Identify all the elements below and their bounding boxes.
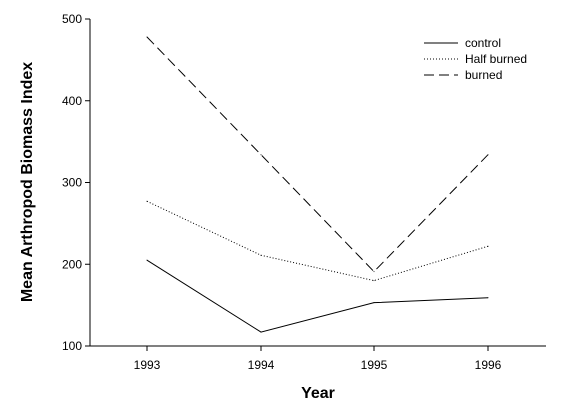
data-point	[487, 245, 489, 247]
legend-label: control	[465, 36, 501, 50]
data-point	[260, 154, 262, 156]
x-tick-label: 1994	[248, 358, 275, 372]
y-tick-label: 200	[62, 257, 82, 271]
data-point	[260, 254, 262, 256]
data-point	[487, 297, 489, 299]
x-tick-label: 1995	[361, 358, 388, 372]
legend-label: Half burned	[465, 52, 527, 66]
data-point	[373, 302, 375, 304]
x-axis-title: Year	[301, 385, 335, 402]
x-tick-label: 1993	[134, 358, 161, 372]
data-point	[373, 280, 375, 282]
y-tick-label: 400	[62, 94, 82, 108]
y-tick-label: 100	[62, 339, 82, 353]
data-point	[487, 154, 489, 156]
x-tick-label: 1996	[475, 358, 502, 372]
legend: control Half burned burned	[424, 36, 527, 82]
data-point	[146, 36, 148, 38]
series-line-burned	[146, 36, 489, 273]
data-point	[146, 200, 148, 202]
y-tick-label: 300	[62, 176, 82, 190]
series-lines	[146, 36, 489, 333]
series-line-half-burned	[146, 200, 489, 282]
data-point	[146, 259, 148, 261]
y-axis-title: Mean Arthropod Biomass Index	[19, 62, 36, 302]
data-point	[260, 331, 262, 333]
y-tick-label: 500	[62, 12, 82, 26]
y-ticks: 100 200 300 400 500	[62, 12, 90, 353]
legend-label: burned	[465, 68, 502, 82]
x-ticks: 1993 1994 1995 1996	[134, 346, 502, 372]
series-line-control	[146, 259, 489, 333]
data-point	[373, 271, 375, 273]
